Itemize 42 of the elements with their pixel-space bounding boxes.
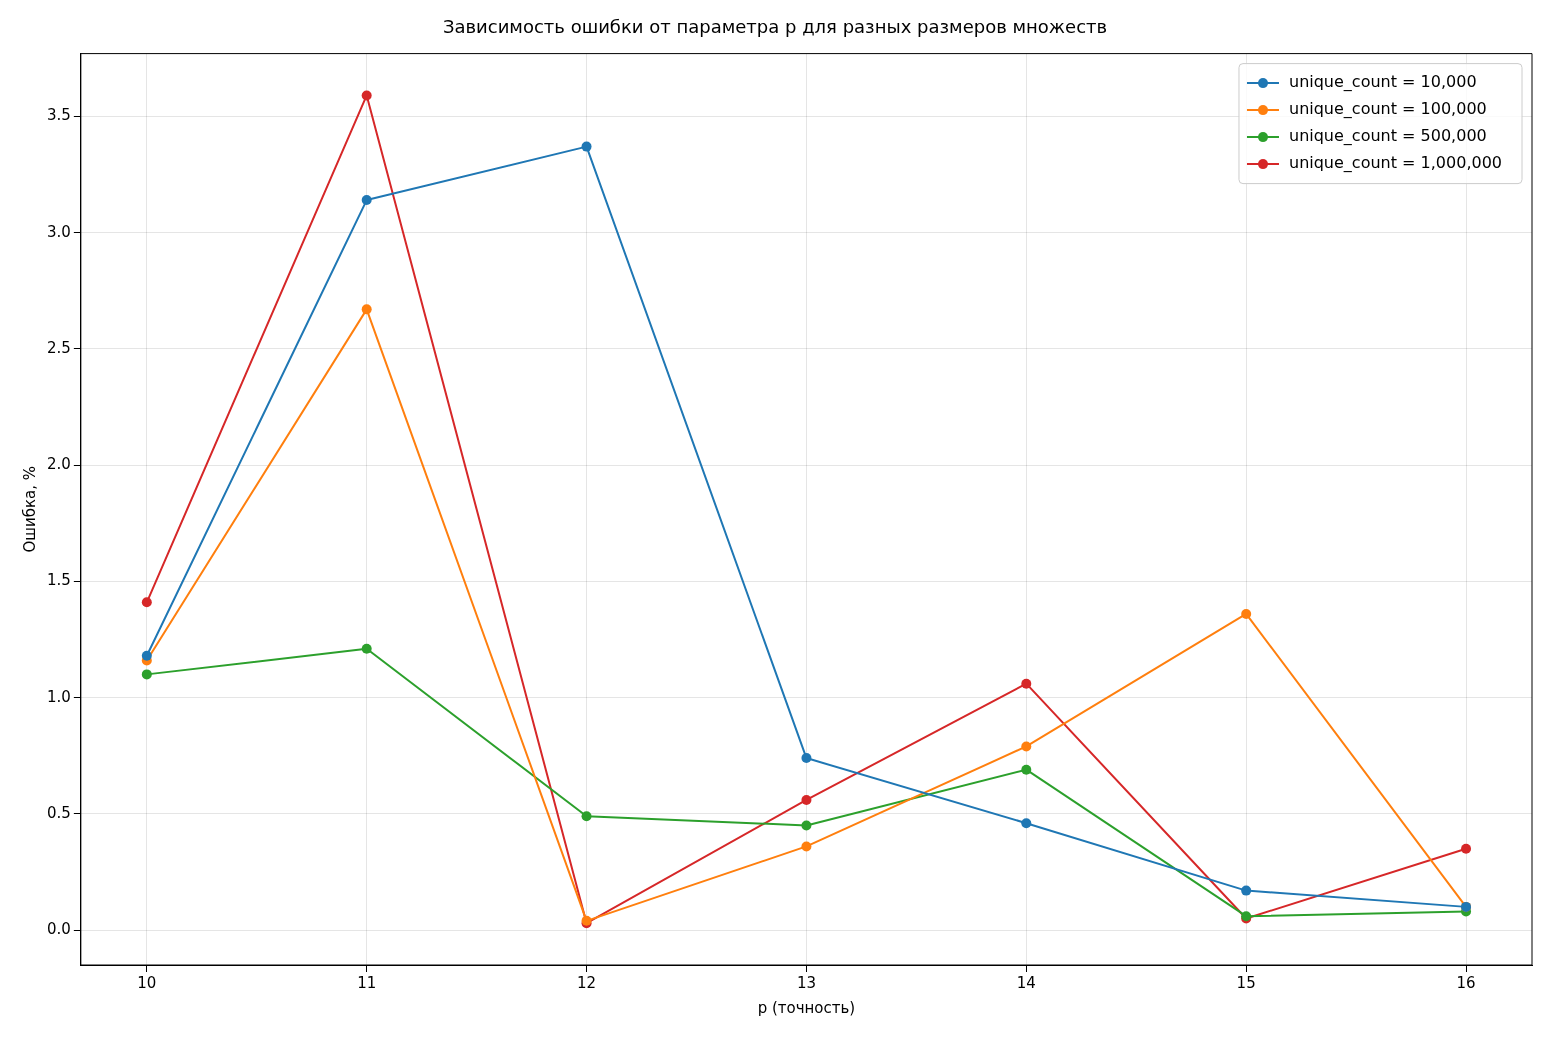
point — [1241, 608, 1252, 619]
point — [1021, 764, 1032, 775]
x-tick-label: 16 — [1456, 973, 1476, 992]
legend-label: unique_count = 1,000,000 — [1288, 153, 1502, 174]
y-tick-label: 1.5 — [47, 571, 71, 590]
point — [1021, 678, 1032, 689]
x-tick-label: 11 — [357, 973, 377, 992]
point — [581, 811, 592, 822]
point — [361, 195, 372, 206]
y-tick-label: 3.0 — [47, 222, 71, 241]
point — [361, 643, 372, 654]
legend-label: unique_count = 10,000 — [1288, 72, 1477, 93]
point — [361, 90, 372, 101]
y-tick-label: 2.0 — [47, 455, 71, 474]
point — [801, 794, 812, 805]
y-tick-label: 3.5 — [47, 106, 71, 125]
point — [361, 304, 372, 315]
point — [1021, 818, 1032, 829]
point — [801, 753, 812, 764]
y-axis-title: Ошибка, % — [20, 466, 39, 553]
x-tick-label: 12 — [577, 973, 597, 992]
point — [801, 820, 812, 831]
x-tick-label: 13 — [796, 973, 816, 992]
point — [581, 141, 592, 152]
y-tick-label: 0.5 — [47, 803, 71, 822]
point — [141, 669, 152, 680]
x-tick-label: 15 — [1236, 973, 1256, 992]
chart-title: Зависимость ошибки от параметра p для разных размеров множеств — [442, 16, 1108, 38]
point — [1021, 741, 1032, 752]
y-tick-label: 2.5 — [47, 338, 71, 357]
point — [1461, 843, 1472, 854]
y-tick-label: 1.0 — [47, 687, 71, 706]
point — [141, 597, 152, 608]
x-axis-title: p (точность) — [757, 998, 856, 1017]
x-tick-label: 10 — [137, 973, 157, 992]
legend-label: unique_count = 500,000 — [1288, 126, 1487, 147]
x-tick-label: 14 — [1016, 973, 1036, 992]
point — [1241, 885, 1252, 896]
y-tick-label: 0.0 — [47, 920, 71, 939]
legend-label: unique_count = 100,000 — [1288, 99, 1487, 120]
point — [141, 650, 152, 661]
point — [801, 841, 812, 852]
